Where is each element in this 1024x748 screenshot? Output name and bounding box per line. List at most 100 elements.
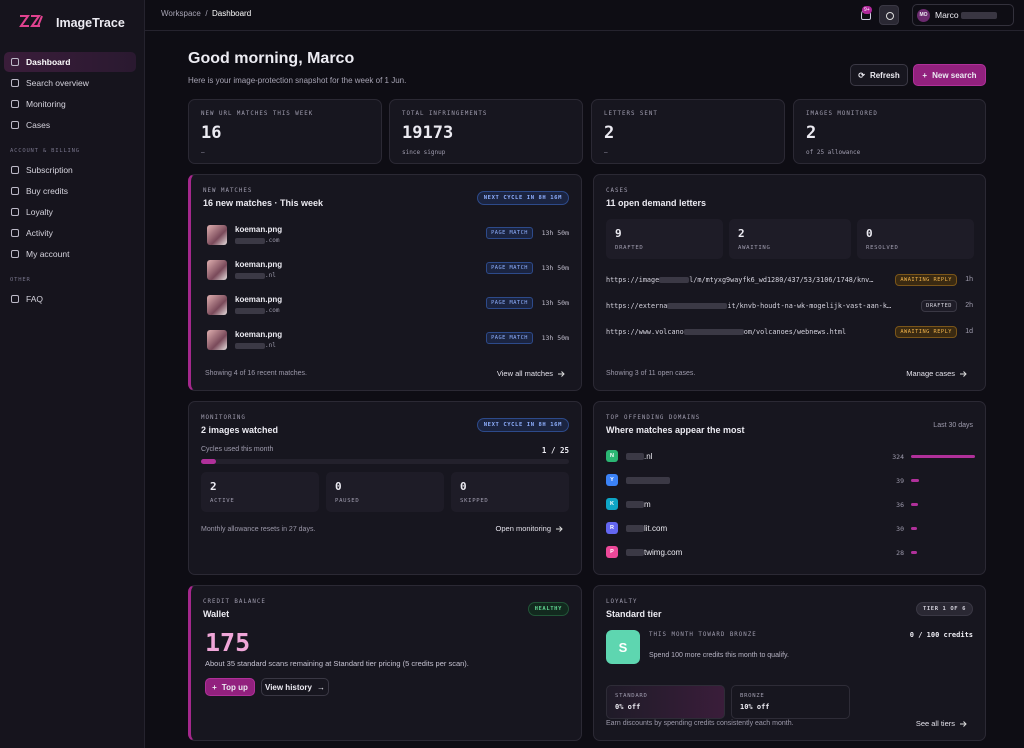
- redacted: [235, 237, 265, 244]
- i: [11, 121, 19, 129]
- stv: 16: [201, 123, 222, 143]
- foot: Showing 4 of 16 recent matches.: [205, 370, 307, 377]
- domain-visible: .nl: [644, 452, 653, 461]
- domain-suffix: .nl: [265, 342, 276, 349]
- match-time: 13h 50m: [541, 229, 569, 237]
- pill: NEXT CYCLE IN 8H 16M: [476, 418, 569, 432]
- nav-item[interactable]: Dashboard: [4, 52, 136, 72]
- domain-count: 39: [896, 477, 904, 485]
- new-search-button[interactable]: + New search: [913, 64, 986, 86]
- domains-card: TOP OFFENDING DOMAINS Where matches appe…: [593, 401, 986, 575]
- nav-item[interactable]: Loyalty: [4, 202, 136, 222]
- user-name: Marco: [935, 10, 959, 20]
- foot: Earn discounts by spending credits consi…: [606, 720, 794, 727]
- case-status: AWAITING REPLY: [895, 326, 957, 338]
- nav-item[interactable]: My account: [4, 244, 136, 264]
- nav: Monitoring: [26, 99, 66, 109]
- link: View all matches: [496, 369, 553, 378]
- stat-card: NEW URL MATCHES THIS WEEK 16 —: [188, 99, 382, 164]
- stl: IMAGES MONITORED: [806, 111, 878, 117]
- foot: Monthly allowance resets in 27 days.: [201, 526, 316, 533]
- open-monitoring-link[interactable]: Open monitoring: [496, 524, 563, 533]
- progress-label: THIS MONTH TOWARD BRONZE: [649, 632, 757, 638]
- match-time: 13h 50m: [541, 334, 569, 342]
- eyebrow: CASES: [606, 188, 629, 194]
- link: See all tiers: [915, 719, 955, 728]
- eyebrow: TOP OFFENDING DOMAINS: [606, 415, 701, 421]
- nav-item[interactable]: Activity: [4, 223, 136, 243]
- stl: TOTAL INFRINGEMENTS: [402, 111, 488, 117]
- nav-item[interactable]: Buy credits: [4, 181, 136, 201]
- foot: Showing 3 of 11 open cases.: [606, 370, 696, 377]
- path: [19, 15, 43, 27]
- nav-item[interactable]: FAQ: [4, 289, 136, 309]
- cases-card: CASES 11 open demand letters 9 DRAFTED 2 A…: [593, 174, 986, 391]
- bv: 0: [335, 480, 342, 493]
- match-tag: PAGE MATCH: [486, 297, 533, 309]
- top-up-button[interactable]: + Top up: [205, 678, 255, 696]
- history-button[interactable]: View history →: [261, 678, 329, 696]
- monitoring-card: MONITORING 2 images watched NEXT CYCLE I…: [188, 401, 582, 575]
- user-menu[interactable]: MO Marco: [912, 4, 1014, 26]
- title: 2 images watched: [201, 425, 279, 435]
- balance: 175: [205, 628, 251, 657]
- domain-row: N .nl 324: [606, 450, 975, 464]
- domain-name: twimg.com: [626, 548, 682, 557]
- billing-nav: My account: [26, 249, 70, 259]
- sidebar: ImageTrace Dashboard Search overview Mon…: [0, 0, 145, 748]
- bv: 2: [210, 480, 217, 493]
- i: [11, 79, 19, 87]
- url-start: https://externa: [606, 302, 668, 310]
- bl: AWAITING: [738, 245, 771, 251]
- match-row: koeman.png .com PAGE MATCH 13h 50m: [207, 293, 569, 323]
- domain-bar: [911, 527, 917, 530]
- loyalty-card: LOYALTY Standard tier TIER 1 OF 6 S THIS…: [593, 585, 986, 741]
- cycles-separator: /: [550, 446, 556, 455]
- case-url: https://externa it/knvb-houdt-na-wk-mogel…: [606, 302, 891, 310]
- bv: 2: [738, 227, 745, 240]
- case-url: https://www.volcano om/volcanoes/webnews.…: [606, 328, 846, 336]
- match-time: 13h 50m: [541, 264, 569, 272]
- arrow-icon: [556, 525, 563, 532]
- domain-bar: [911, 551, 917, 554]
- domain-visible: twimg.com: [644, 548, 683, 557]
- url-start: https://image: [606, 276, 660, 284]
- refresh: Refresh: [869, 70, 900, 80]
- all-tiers-link[interactable]: See all tiers: [916, 719, 967, 728]
- nav-item[interactable]: Subscription: [4, 160, 136, 180]
- new-matches-card: NEW MATCHES 16 new matches · This week N…: [188, 174, 582, 391]
- path: [556, 525, 563, 532]
- domain-count: 324: [892, 453, 904, 461]
- nav-item[interactable]: Cases: [4, 115, 136, 135]
- nav-item[interactable]: Search overview: [4, 73, 136, 93]
- cycles-count: 1 / 25: [542, 446, 569, 455]
- hint: Spend 100 more credits this month to qua…: [649, 652, 789, 659]
- nav-item[interactable]: Monitoring: [4, 94, 136, 114]
- path: [558, 370, 565, 377]
- view-all-link[interactable]: View all matches: [497, 369, 565, 378]
- eyebrow: LOYALTY: [606, 599, 638, 605]
- bl: BRONZE: [740, 693, 765, 699]
- path: [960, 370, 967, 377]
- match-tag: PAGE MATCH: [486, 262, 533, 274]
- link: Manage cases: [906, 369, 955, 378]
- redacted: [626, 453, 644, 461]
- h1: Good morning, Marco: [188, 50, 355, 67]
- domain-bar: [911, 455, 975, 458]
- refresh-button[interactable]: ⟳ Refresh: [850, 64, 908, 86]
- ini: MO: [917, 8, 930, 22]
- stat-card: TOTAL INFRINGEMENTS 19173 since signup: [389, 99, 583, 164]
- arrow-icon: [558, 370, 565, 377]
- match-time: 13h 50m: [541, 299, 569, 307]
- breadcrumb[interactable]: Workspace: [161, 9, 201, 18]
- file-name: koeman.png: [235, 260, 283, 269]
- manage-cases-link[interactable]: Manage cases: [906, 369, 967, 378]
- case-status: DRAFTED: [921, 300, 957, 312]
- bdg: 9+: [862, 6, 872, 14]
- redacted: [683, 329, 744, 335]
- thumbnail: [207, 260, 227, 280]
- theme-toggle[interactable]: [879, 5, 899, 25]
